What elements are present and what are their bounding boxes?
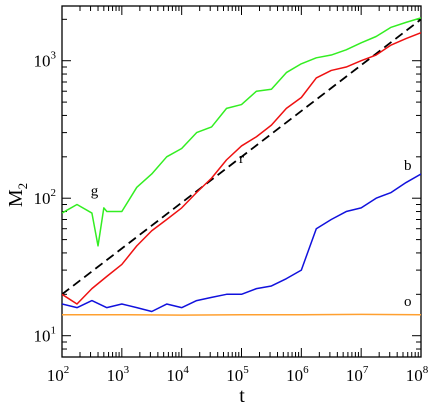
series-line-r [62,31,421,305]
x-tick-label: 107 [346,364,369,385]
tick-labels: 102 103 104 105 106 107 108 101 102 103 [34,50,429,385]
y-tick-label: 103 [34,50,57,71]
series-labels: g r b o [91,151,412,310]
y-axis-label: M2 [5,183,30,207]
x-tick-label: 104 [166,364,189,385]
x-tick-label: 102 [47,364,70,385]
series-label-b: b [404,158,412,174]
series-line-o [62,313,421,316]
x-tick-label: 105 [226,364,249,385]
y-tick-label: 101 [34,325,57,346]
series-label-o: o [404,294,412,310]
series-line-b [62,173,421,313]
x-axis-label: t [239,385,245,407]
series-label-r: r [239,151,244,167]
series-label-g: g [91,183,99,199]
series-lines [62,17,421,316]
x-tick-label: 103 [107,364,130,385]
series-line-g [62,17,421,247]
x-tick-label: 108 [406,364,429,385]
x-tick-label: 106 [286,364,309,385]
reference-line-dashed [62,18,421,296]
y-tick-label: 102 [34,187,57,208]
